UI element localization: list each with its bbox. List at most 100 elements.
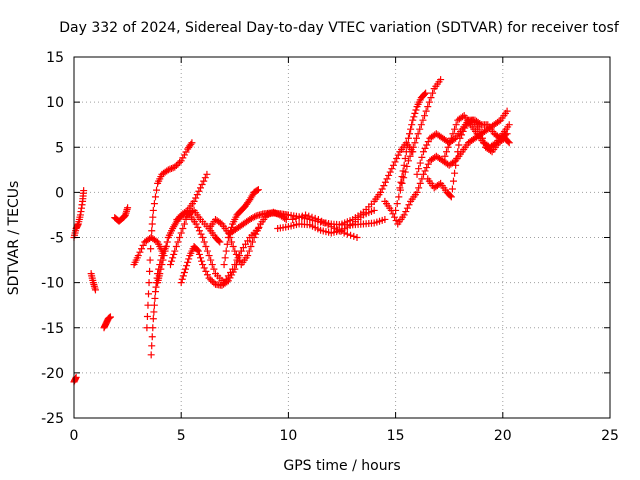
data-point: [444, 143, 452, 151]
data-point: [160, 252, 168, 260]
data-point: [161, 247, 169, 255]
data-point: [416, 125, 424, 133]
data-point: [403, 204, 411, 212]
data-point: [200, 177, 208, 185]
data-point: [208, 277, 216, 285]
data-point: [147, 245, 155, 253]
data-point: [311, 214, 319, 222]
data-point: [149, 206, 157, 214]
data-point: [194, 223, 202, 231]
data-point: [171, 247, 179, 255]
data-point: [172, 162, 180, 170]
data-point: [447, 193, 455, 201]
data-point: [150, 200, 158, 208]
data-point: [180, 220, 188, 228]
data-point: [139, 241, 147, 249]
data-point: [199, 234, 207, 241]
data-point: [248, 238, 256, 246]
data-point: [144, 301, 152, 309]
data-point: [199, 261, 207, 269]
data-point: [461, 124, 469, 132]
data-point: [458, 131, 466, 139]
data-point: [80, 187, 88, 195]
data-point: [149, 315, 157, 323]
data-point: [202, 267, 210, 275]
data-point: [143, 312, 151, 320]
data-point: [305, 212, 313, 220]
data-point: [203, 247, 211, 255]
data-point: [402, 148, 410, 156]
x-tick-label: 20: [494, 428, 512, 444]
data-point: [174, 160, 182, 168]
data-point: [198, 180, 206, 188]
data-point: [205, 252, 213, 260]
data-point: [415, 165, 423, 173]
data-point: [188, 139, 196, 147]
y-tick-label: 15: [46, 50, 64, 66]
data-point: [417, 121, 425, 129]
data-point: [343, 230, 351, 238]
data-point: [148, 227, 156, 235]
y-tick-label: -10: [41, 276, 64, 292]
data-point: [210, 265, 218, 273]
data-point: [302, 211, 310, 219]
data-point: [253, 227, 261, 235]
data-point: [340, 229, 348, 237]
data-point: [203, 271, 211, 279]
data-point: [505, 139, 513, 147]
data-point: [222, 247, 230, 255]
data-point: [176, 158, 184, 166]
data-point: [158, 261, 166, 269]
data-point: [421, 144, 429, 152]
data-point: [392, 217, 400, 225]
data-point: [393, 155, 401, 163]
data-point: [250, 234, 258, 241]
data-point: [423, 141, 431, 149]
data-point: [308, 213, 316, 221]
data-point: [289, 215, 297, 223]
data-point: [405, 201, 413, 209]
data-point: [424, 160, 432, 168]
grid: [74, 57, 610, 418]
y-tick-label: -15: [41, 321, 64, 337]
data-point: [413, 170, 421, 178]
data-point: [437, 76, 445, 84]
data-point: [454, 148, 462, 156]
data-point: [411, 139, 419, 147]
data-point: [216, 238, 224, 246]
data-point: [388, 165, 396, 173]
data-point: [151, 193, 159, 201]
data-point: [419, 170, 427, 178]
data-point: [208, 261, 216, 269]
data-point: [195, 250, 203, 258]
data-point: [392, 206, 400, 214]
data-point: [164, 166, 172, 174]
data-point: [398, 173, 406, 181]
data-point: [418, 153, 426, 161]
x-tick-label: 25: [601, 428, 619, 444]
data-point: [177, 157, 185, 165]
data-point: [159, 256, 167, 264]
data-point: [253, 186, 261, 194]
data-point: [415, 184, 423, 192]
data-point: [424, 103, 432, 111]
data-point: [184, 258, 192, 266]
data-point: [427, 94, 435, 102]
data-point: [398, 179, 406, 187]
data-point: [491, 140, 499, 148]
data-point: [350, 232, 358, 240]
data-point: [443, 148, 451, 156]
data-point: [185, 255, 193, 263]
x-axis-label: GPS time / hours: [283, 458, 400, 474]
y-tick-labels: -25 -20 -15 -10 -5 0 5 10 15: [41, 50, 64, 427]
data-point: [446, 192, 454, 200]
data-point: [327, 223, 335, 231]
data-point: [451, 125, 459, 133]
data-point: [203, 170, 211, 178]
y-tick-label: 10: [46, 95, 64, 111]
data-point: [429, 89, 437, 97]
series-s17: [289, 211, 361, 241]
data-point: [255, 223, 263, 231]
series-s3: [87, 270, 99, 294]
data-point: [151, 294, 159, 302]
